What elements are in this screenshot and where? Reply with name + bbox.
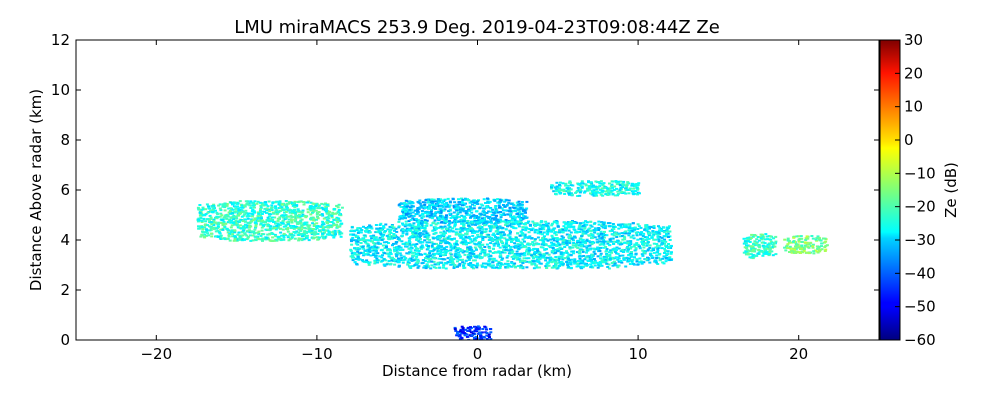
x-tick-label: −20 <box>140 345 172 363</box>
colorbar-tick-label: 20 <box>904 64 923 82</box>
colorbar-tick-label: 0 <box>904 131 914 149</box>
y-tick-label: 10 <box>51 81 70 99</box>
y-tick-label: 12 <box>51 31 70 49</box>
colorbar-tick-label: −60 <box>904 331 936 349</box>
echo-region <box>550 180 641 197</box>
echo-region <box>349 220 674 270</box>
y-tick-label: 6 <box>60 181 70 199</box>
colorbar-tick-label: 30 <box>904 31 923 49</box>
y-axis: 0 2 4 6 8 10 12 <box>51 31 879 349</box>
colorbar-label: Ze (dB) <box>942 162 960 218</box>
y-tick-label: 4 <box>60 231 70 249</box>
colorbar-ticks: 30 20 10 0 −10 −20 −30 −40 −50 −60 <box>895 31 936 349</box>
colorbar-tick-label: −30 <box>904 231 936 249</box>
echo-region <box>453 325 493 340</box>
echo-regions <box>196 180 829 340</box>
colorbar-tick-label: −40 <box>904 264 936 282</box>
y-tick-label: 8 <box>60 131 70 149</box>
x-tick-label: −10 <box>301 345 333 363</box>
x-tick-label: 10 <box>629 345 648 363</box>
plot-frame <box>75 39 880 341</box>
colorbar-tick-label: −50 <box>904 298 936 316</box>
y-axis-label: Distance Above radar (km) <box>27 89 45 291</box>
y-tick-label: 0 <box>60 331 70 349</box>
echo-region <box>196 200 344 242</box>
colorbar-tick-label: −20 <box>904 198 936 216</box>
colorbar-tick-label: −10 <box>904 164 936 182</box>
colorbar <box>879 39 901 341</box>
echo-region <box>783 235 829 255</box>
echo-region <box>742 233 778 260</box>
echo-region <box>397 197 529 225</box>
y-tick-label: 2 <box>60 281 70 299</box>
x-tick-label: 0 <box>473 345 483 363</box>
x-axis: −20 −10 0 10 20 <box>140 40 808 363</box>
colorbar-tick-label: 10 <box>904 98 923 116</box>
chart-title: LMU miraMACS 253.9 Deg. 2019-04-23T09:08… <box>234 17 720 38</box>
x-tick-label: 20 <box>789 345 808 363</box>
x-axis-label: Distance from radar (km) <box>382 362 572 380</box>
